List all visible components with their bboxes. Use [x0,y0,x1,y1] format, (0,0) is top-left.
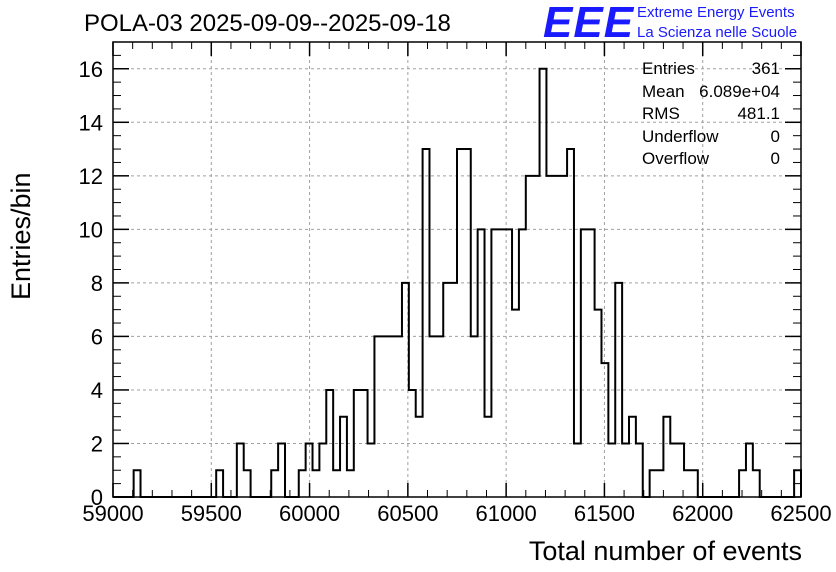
stats-row-mean: Mean 6.089e+04 [642,81,780,104]
y-tick-label: 14 [79,110,103,135]
y-tick-label: 12 [79,164,103,189]
overflow-value: 0 [770,149,780,168]
logo-subtitle-1: Extreme Energy Events [637,4,795,21]
underflow-label: Underflow [642,126,719,146]
underflow-value: 0 [770,126,780,146]
histogram-line [113,67,802,498]
y-tick-label: 16 [79,57,103,82]
rms-value: 481.1 [737,104,780,123]
x-tick-label: 59000 [82,501,143,526]
x-tick-label: 60500 [377,501,438,526]
stats-box: Entries 361 Mean 6.089e+04 RMS 481.1 Und… [642,58,780,171]
y-tick-label: 4 [91,378,103,403]
mean-label: Mean [642,81,685,101]
x-tick-label: 59500 [181,501,242,526]
y-tick-label: 8 [91,271,103,296]
axis-ticks [112,41,802,498]
y-tick-labels: 0 2 4 6 8 10 12 14 16 [79,57,103,510]
y-tick-label: 6 [91,324,103,349]
entries-label: Entries [642,59,695,78]
y-tick-label: 10 [79,217,103,242]
stats-row-entries: Entries 361 [642,58,780,81]
stats-row-underflow: Underflow 0 [642,126,780,149]
rms-label: RMS [642,104,680,123]
stats-row-overflow: Overflow 0 [642,148,780,171]
stats-row-rms: RMS 481.1 [642,103,780,126]
overflow-label: Overflow [642,149,710,168]
mean-value: 6.089e+04 [699,81,780,101]
entries-value: 361 [751,59,780,78]
y-axis-label: Entries/bin [6,172,36,300]
logo-subtitle-2: La Scienza nelle Scuole [637,24,798,41]
eee-logo: EEE [543,0,635,47]
x-tick-label: 61000 [476,501,537,526]
x-tick-label: 62000 [672,501,733,526]
y-tick-label: 2 [91,431,103,456]
y-tick-label: 0 [91,485,103,510]
x-axis-label: Total number of events [528,536,802,566]
x-tick-label: 61500 [574,501,635,526]
chart-title: POLA-03 2025-09-09--2025-09-18 [84,10,451,37]
x-tick-labels: 59000 59500 60000 60500 61000 61500 62000 62500 [82,501,831,526]
x-tick-label: 60000 [279,501,340,526]
x-tick-label: 62500 [770,501,831,526]
